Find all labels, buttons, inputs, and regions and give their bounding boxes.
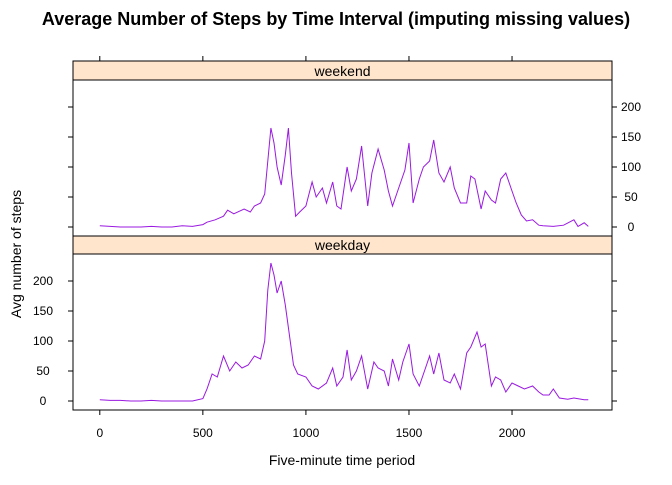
panel-border-weekend: [72, 79, 613, 237]
x-tick-label: 500: [193, 426, 213, 440]
y-tick-label-weekend: 0: [628, 220, 635, 234]
strip-label-weekday: weekday: [314, 237, 370, 253]
x-axis-label: Five-minute time period: [269, 452, 415, 468]
y-tick-label-weekday: 200: [33, 274, 53, 288]
y-tick-label-weekday: 50: [36, 364, 50, 378]
series-line-weekend: [99, 127, 589, 228]
y-tick-label-weekday: 0: [40, 394, 47, 408]
panel-weekend: weekend 0 50 100 150 200: [68, 56, 641, 237]
x-tick-label: 1500: [396, 426, 423, 440]
chart-title: Average Number of Steps by Time Interval…: [42, 9, 630, 29]
x-tick-label: 1000: [293, 426, 320, 440]
series-line-weekday: [99, 262, 589, 402]
y-axis-label: Avg number of steps: [8, 190, 24, 318]
x-tick-label: 0: [96, 426, 103, 440]
y-tick-label-weekend: 100: [621, 160, 641, 174]
y-tick-label-weekend: 150: [621, 130, 641, 144]
y-tick-label-weekend: 50: [624, 190, 638, 204]
panel-border-weekday: [72, 253, 613, 411]
y-tick-label-weekend: 200: [621, 100, 641, 114]
y-tick-label-weekday: 150: [33, 304, 53, 318]
y-tick-label-weekday: 100: [33, 334, 53, 348]
strip-label-weekend: weekend: [313, 63, 370, 79]
x-tick-label: 2000: [499, 426, 526, 440]
